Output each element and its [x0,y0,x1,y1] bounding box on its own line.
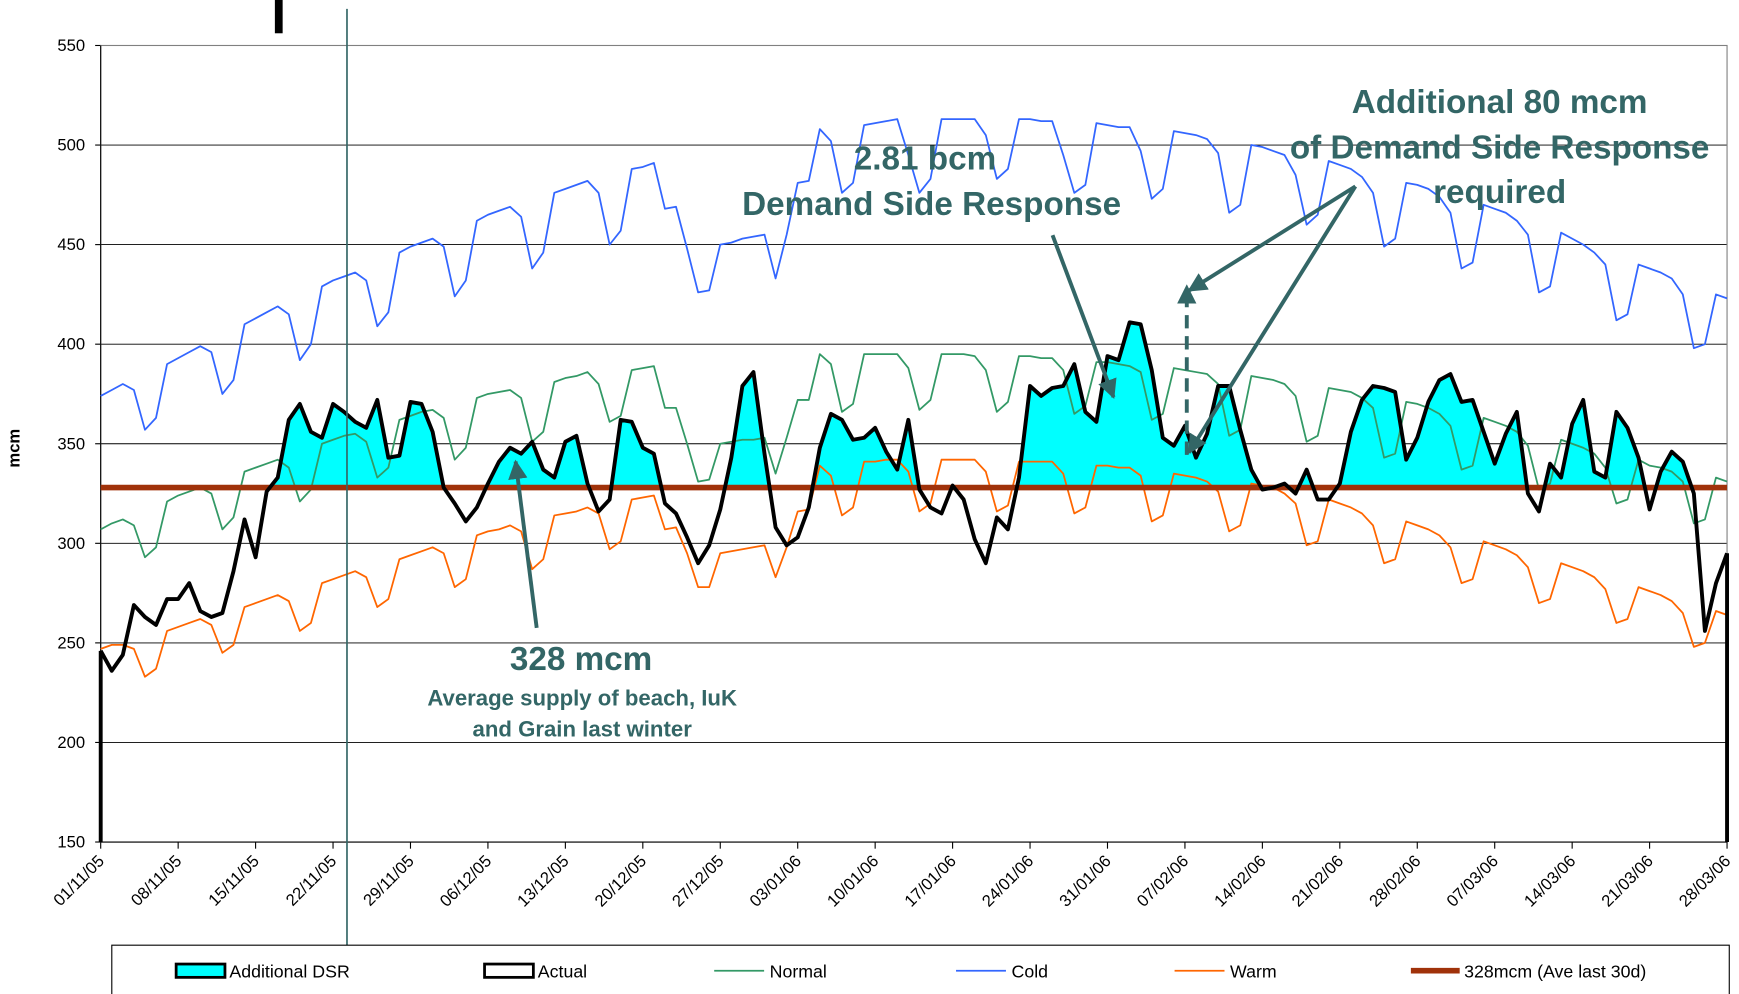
legend-label: 328mcm (Ave last 30d) [1464,961,1646,981]
legend-label: Actual [538,961,587,981]
x-tick-label: 03/01/06 [746,851,805,910]
x-tick-label: 17/01/06 [901,851,960,910]
y-tick-label: 450 [57,235,85,254]
y-axis-label: mcm [5,429,24,468]
legend-swatch [483,962,535,979]
dsr-area [269,322,1692,488]
y-tick-label: 200 [57,733,85,752]
arrow [1187,184,1357,293]
x-tick-label: 27/12/05 [668,851,727,910]
x-tick-label: 21/03/06 [1598,851,1657,910]
x-tick-label: 06/12/05 [436,851,495,910]
x-tick-label: 10/01/06 [823,851,882,910]
series-line [100,353,1728,559]
x-tick-label: 07/02/06 [1133,851,1192,910]
annotation: required [1433,174,1566,211]
x-tick-label: 14/02/06 [1210,851,1269,910]
y-tick-label: 250 [57,633,85,652]
x-tick-label: 13/12/05 [513,851,572,910]
annotation: Average supply of beach, IuK [427,686,737,711]
x-tick-label: 28/02/06 [1365,851,1424,910]
y-tick-label: 350 [57,434,85,453]
annotation: Demand Side Response [742,186,1121,223]
annotation: Additional 80 mcm [1352,84,1648,121]
annotation: and Grain last winter [473,717,693,742]
legend-swatch [174,962,227,979]
series-line [99,320,1729,673]
y-tick-label: 500 [57,136,85,155]
arrow [508,459,539,629]
x-tick-label: 24/01/06 [978,851,1037,910]
series-line [100,118,1728,431]
x-tick-label: 07/03/06 [1443,851,1502,910]
x-tick-label: 22/11/05 [282,851,340,909]
arrow [1050,234,1117,399]
x-tick-label: 29/11/05 [359,851,417,909]
artifact-bar [274,0,283,34]
annotation: 2.81 bcm [854,141,996,178]
arrows [508,184,1358,629]
legend-label: Normal [770,961,827,981]
y-tick-label: 300 [57,534,85,553]
y-tick-label: 400 [57,335,85,354]
x-tick-label: 08/11/05 [127,851,185,909]
annotation: of Demand Side Response [1290,130,1710,167]
x-tick-label: 14/03/06 [1520,851,1579,910]
x-tick-label: 28/03/06 [1675,851,1734,910]
annotation: 328 mcm [510,641,652,678]
y-tick-label: 550 [57,36,85,55]
legend-label: Warm [1230,961,1277,981]
x-tick-label: 21/02/06 [1288,851,1347,910]
arrow [1187,185,1358,455]
x-tick-label: 15/11/05 [205,851,263,909]
series-line [100,458,1728,678]
legend-label: Cold [1012,961,1049,981]
legend-label: Additional DSR [229,961,349,981]
y-tick-label: 150 [57,833,85,852]
x-tick-label: 31/01/06 [1056,851,1115,910]
x-tick-label: 01/11/05 [50,851,108,909]
x-tick-label: 20/12/05 [591,851,650,910]
